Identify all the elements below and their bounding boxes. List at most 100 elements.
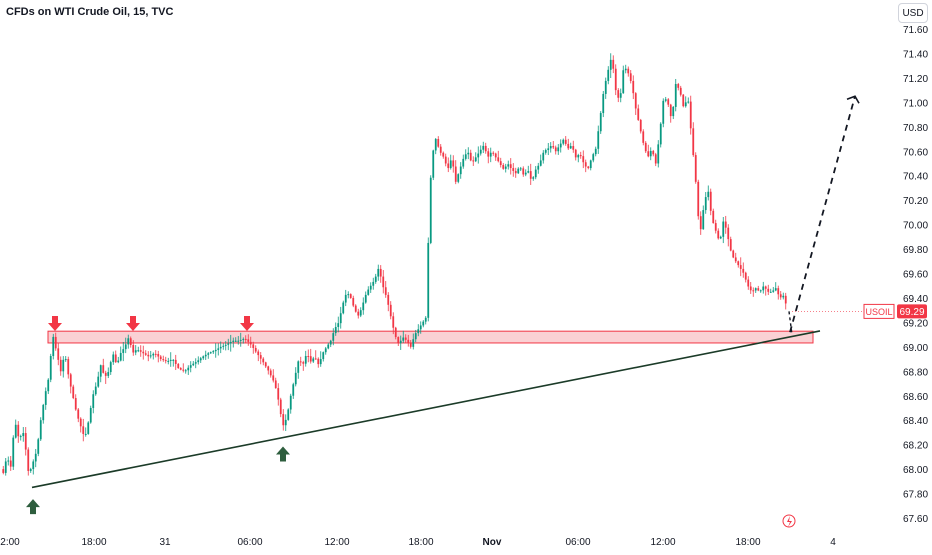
- candle-body: [312, 358, 315, 362]
- candle-body: [137, 350, 140, 352]
- candle-body: [574, 149, 577, 158]
- candle-body: [662, 100, 665, 124]
- candle-body: [649, 150, 652, 157]
- candle-body: [602, 93, 605, 114]
- candle-body: [354, 305, 357, 312]
- price-tag-label: 69.29: [899, 307, 924, 318]
- candle-body: [462, 158, 465, 167]
- candle-body: [512, 168, 515, 171]
- candle-body: [344, 294, 347, 303]
- candle-body: [272, 375, 275, 381]
- candle-body: [702, 210, 705, 230]
- candle-body: [62, 359, 65, 372]
- candle-body: [347, 294, 350, 296]
- candle-body: [517, 168, 520, 174]
- candle-body: [532, 177, 535, 179]
- candle-body: [212, 351, 215, 353]
- candle-body: [337, 323, 340, 327]
- candle-body: [277, 388, 280, 400]
- candle-body: [327, 344, 330, 349]
- candle-body: [464, 154, 467, 159]
- candle-body: [749, 286, 752, 291]
- candle-body: [122, 349, 125, 353]
- candle-body: [7, 460, 10, 462]
- lightning-bolt-icon: [787, 516, 792, 527]
- y-tick-label: 68.40: [903, 416, 928, 427]
- candle-body: [152, 353, 155, 356]
- candle-body: [17, 424, 20, 437]
- y-tick-label: 70.60: [903, 147, 928, 158]
- candle-body: [57, 348, 60, 360]
- candle-body: [497, 157, 500, 162]
- candle-body: [774, 288, 777, 291]
- candle-body: [767, 288, 770, 292]
- candle-body: [474, 157, 477, 162]
- candle-body: [729, 239, 732, 251]
- candle-body: [317, 358, 320, 365]
- red-down-arrow-icon: [126, 316, 140, 331]
- candle-body: [592, 154, 595, 161]
- candle-body: [342, 302, 345, 314]
- candle-body: [297, 361, 300, 373]
- candle-body: [167, 360, 170, 362]
- candle-body: [719, 236, 722, 239]
- candle-body: [732, 250, 735, 258]
- candle-body: [644, 142, 647, 152]
- y-tick-label: 70.20: [903, 196, 928, 207]
- candle-body: [412, 339, 415, 347]
- candle-body: [199, 358, 202, 361]
- candle-body: [274, 380, 277, 389]
- candle-body: [14, 424, 17, 438]
- candle-body: [712, 210, 715, 224]
- candle-body: [29, 469, 32, 471]
- candle-body: [542, 152, 545, 161]
- candle-body: [764, 286, 767, 289]
- x-tick-label: Nov: [483, 537, 502, 548]
- price-tag: [897, 304, 927, 319]
- candle-body: [264, 362, 267, 367]
- candle-body: [392, 316, 395, 328]
- candle-body: [529, 171, 532, 179]
- candle-body: [679, 87, 682, 95]
- candle-body: [434, 139, 437, 151]
- candle-body: [64, 359, 67, 361]
- candle-body: [697, 181, 700, 217]
- projection-line: [789, 95, 856, 333]
- candle-body: [374, 276, 377, 282]
- candle-body: [349, 294, 352, 298]
- candle-body: [399, 340, 402, 344]
- candle-body: [197, 360, 200, 363]
- candle-body: [579, 155, 582, 157]
- currency-button[interactable]: USD: [898, 3, 928, 23]
- candle-body: [69, 374, 72, 387]
- candle-body: [307, 356, 310, 358]
- y-tick-label: 69.40: [903, 294, 928, 305]
- candle-body: [364, 294, 367, 303]
- green-up-arrow-icon: [276, 446, 290, 462]
- candle-body: [482, 145, 485, 150]
- candle-body: [534, 169, 537, 178]
- candle-body: [589, 160, 592, 169]
- candle-body: [724, 221, 727, 228]
- x-tick-label: 12:00: [324, 537, 349, 548]
- candle-body: [647, 151, 650, 157]
- candle-body: [267, 366, 270, 371]
- candle-body: [747, 279, 750, 287]
- candle-body: [309, 356, 312, 362]
- candle-body: [634, 93, 637, 109]
- candle-body: [499, 161, 502, 166]
- candle-body: [472, 160, 475, 162]
- candle-body: [387, 294, 390, 305]
- candle-body: [607, 69, 610, 81]
- candle-body: [692, 128, 695, 156]
- candle-body: [287, 409, 290, 420]
- candle-body: [694, 155, 697, 182]
- candle-body: [569, 146, 572, 149]
- candle-body: [439, 146, 442, 153]
- candle-body: [684, 102, 687, 107]
- candle-body: [707, 191, 710, 198]
- candle-body: [19, 436, 22, 438]
- candle-body: [42, 404, 45, 421]
